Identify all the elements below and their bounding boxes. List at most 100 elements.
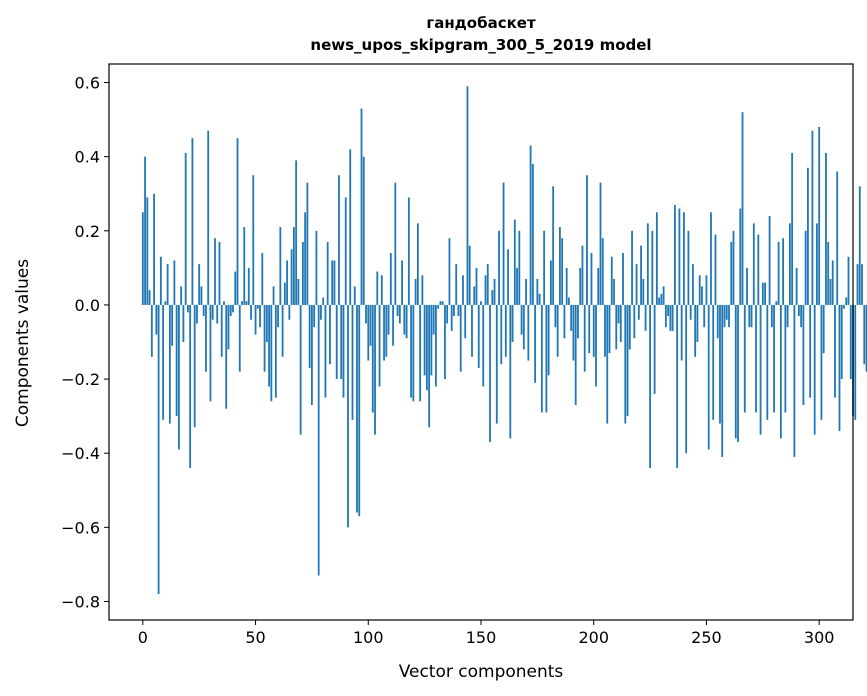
bar bbox=[689, 304, 692, 320]
bar bbox=[331, 260, 334, 305]
bar bbox=[315, 230, 318, 305]
bar bbox=[177, 304, 180, 450]
bar bbox=[549, 260, 552, 305]
bar bbox=[838, 304, 841, 431]
bar bbox=[728, 304, 730, 328]
bar bbox=[757, 234, 760, 305]
bar bbox=[538, 293, 541, 305]
bar bbox=[534, 304, 537, 383]
bar bbox=[313, 304, 316, 328]
bar bbox=[784, 304, 787, 413]
bar bbox=[261, 253, 264, 305]
bar bbox=[164, 301, 167, 305]
bar bbox=[304, 212, 307, 305]
bar bbox=[155, 304, 158, 335]
bar bbox=[779, 304, 782, 439]
bar bbox=[678, 208, 681, 305]
bar bbox=[673, 204, 676, 305]
bar bbox=[511, 304, 514, 342]
bar bbox=[238, 304, 241, 372]
bar bbox=[301, 241, 304, 305]
bar bbox=[703, 304, 706, 328]
bar bbox=[385, 304, 388, 357]
bar bbox=[811, 130, 814, 305]
bar bbox=[153, 193, 155, 305]
bar bbox=[507, 249, 509, 305]
bar bbox=[462, 275, 464, 305]
bar bbox=[825, 152, 827, 305]
bar bbox=[502, 182, 505, 305]
bar bbox=[707, 304, 710, 450]
x-axis-label: Vector components bbox=[399, 662, 564, 682]
bar bbox=[640, 245, 642, 305]
bar bbox=[333, 260, 336, 305]
bar bbox=[389, 253, 392, 305]
bar bbox=[166, 264, 169, 305]
bar bbox=[750, 304, 753, 328]
bar bbox=[453, 304, 455, 317]
bar bbox=[777, 241, 780, 305]
bar bbox=[308, 304, 311, 368]
bar bbox=[349, 149, 352, 305]
bar bbox=[392, 304, 394, 346]
bar bbox=[241, 301, 243, 305]
bar bbox=[561, 238, 564, 305]
bar bbox=[491, 290, 494, 305]
bar bbox=[471, 304, 473, 357]
bar bbox=[387, 304, 390, 335]
bar bbox=[568, 297, 570, 305]
bar bbox=[716, 304, 719, 339]
bar bbox=[712, 304, 715, 420]
bar bbox=[545, 304, 548, 413]
bar bbox=[617, 304, 620, 324]
bar bbox=[816, 223, 818, 305]
bar bbox=[831, 260, 834, 305]
bar bbox=[606, 304, 609, 424]
bar bbox=[335, 304, 338, 380]
bar bbox=[214, 238, 216, 305]
bar bbox=[184, 152, 187, 305]
bar bbox=[259, 304, 261, 328]
bar bbox=[619, 304, 622, 342]
bar bbox=[556, 304, 559, 357]
bar bbox=[836, 171, 839, 305]
y-tick-label: 0.2 bbox=[75, 222, 100, 241]
bar bbox=[480, 301, 482, 305]
bar bbox=[369, 304, 372, 346]
bar bbox=[351, 304, 354, 420]
bar bbox=[168, 304, 171, 424]
bar bbox=[371, 304, 374, 413]
bar bbox=[685, 304, 688, 454]
bar bbox=[543, 230, 546, 305]
bar bbox=[297, 278, 300, 305]
bar bbox=[667, 304, 670, 317]
bar bbox=[362, 156, 365, 305]
bar bbox=[680, 304, 683, 361]
bar bbox=[518, 230, 521, 305]
bar bbox=[513, 219, 516, 305]
bar bbox=[403, 304, 406, 335]
bar bbox=[288, 304, 291, 320]
y-axis-label: Components values bbox=[13, 259, 33, 427]
bar bbox=[635, 264, 638, 305]
bar bbox=[324, 304, 327, 398]
bar bbox=[322, 297, 325, 305]
bar bbox=[236, 138, 239, 305]
bar bbox=[380, 275, 383, 305]
chart-title-line2: news_upos_skipgram_300_5_2019 model bbox=[310, 36, 651, 54]
bar bbox=[775, 301, 778, 305]
bar bbox=[468, 245, 471, 305]
bar bbox=[845, 297, 848, 305]
bar bbox=[430, 304, 433, 376]
bar bbox=[570, 304, 573, 331]
bar bbox=[306, 182, 309, 305]
x-tick-label: 300 bbox=[804, 628, 835, 647]
bar bbox=[730, 241, 733, 305]
bar bbox=[662, 286, 665, 305]
bar bbox=[189, 304, 192, 469]
bar bbox=[191, 138, 194, 305]
bar bbox=[383, 304, 385, 361]
bar bbox=[198, 264, 201, 305]
bar bbox=[829, 278, 832, 305]
bar bbox=[466, 86, 469, 305]
